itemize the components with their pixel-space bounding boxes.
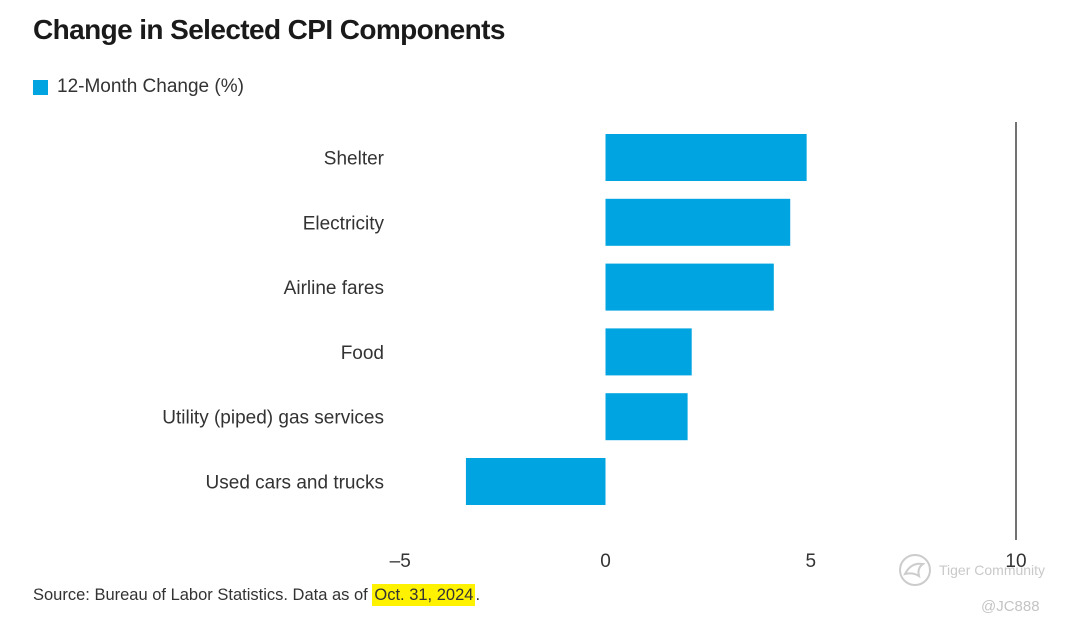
x-tick-label: –5 [390, 551, 411, 572]
watermark: Tiger Community [897, 552, 1045, 588]
x-tick-label: 10 [1005, 551, 1026, 572]
legend-swatch [33, 79, 48, 95]
bar-airline-fares [605, 263, 774, 311]
category-label: Shelter [324, 149, 385, 170]
watermark-brand: Tiger Community [939, 562, 1046, 578]
source-date-highlight: Oct. 31, 2024 [372, 584, 476, 606]
bar-used-cars-and-trucks [465, 458, 606, 505]
category-label: Electricity [303, 213, 385, 234]
bar-shelter [605, 134, 807, 181]
tiger-logo-icon [899, 554, 931, 586]
x-tick-label: 0 [600, 551, 611, 572]
source-suffix: . [475, 586, 481, 604]
legend-label: 12-Month Change (%) [57, 76, 244, 97]
bar-electricity [605, 198, 791, 246]
bar-utility-piped-gas-services [605, 393, 688, 441]
x-tick-label: 5 [805, 551, 816, 572]
category-label: Food [341, 343, 384, 364]
source-note: Source: Bureau of Labor Statistics. Data… [33, 584, 481, 606]
chart-title: Change in Selected CPI Components [33, 14, 505, 45]
source-prefix: Source: Bureau of Labor Statistics. Data… [33, 586, 373, 604]
bar-food [605, 328, 692, 376]
legend: 12-Month Change (%) [33, 76, 244, 98]
category-label: Utility (piped) gas services [162, 408, 384, 429]
category-label: Used cars and trucks [206, 473, 384, 494]
category-label: Airline fares [284, 278, 384, 299]
watermark-handle: @JC888 [981, 598, 1040, 615]
